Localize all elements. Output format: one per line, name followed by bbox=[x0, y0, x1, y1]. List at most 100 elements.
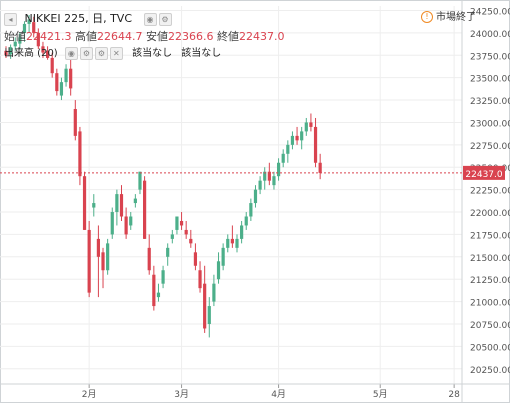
candle-body bbox=[27, 19, 31, 24]
candle-body bbox=[258, 180, 262, 190]
candle-body bbox=[300, 131, 304, 141]
close-icon[interactable]: ✕ bbox=[109, 46, 123, 60]
candle-body bbox=[295, 135, 299, 141]
candle-body bbox=[304, 122, 308, 132]
candle-body bbox=[110, 212, 114, 235]
y-tick-label: 21500.00 bbox=[470, 254, 510, 264]
candle-body bbox=[184, 229, 188, 235]
candle-body bbox=[101, 252, 105, 271]
open-value: 22421.3 bbox=[26, 30, 72, 43]
candle-body bbox=[78, 131, 82, 177]
candle-body bbox=[216, 261, 221, 280]
candle-body bbox=[82, 176, 87, 230]
price-tag-label: 22437.0 bbox=[465, 170, 502, 180]
settings-icon[interactable]: ⚙ bbox=[158, 12, 172, 26]
candle-body bbox=[179, 220, 184, 226]
candle-body bbox=[32, 22, 36, 33]
y-tick-label: 23250.00 bbox=[470, 97, 510, 107]
candle-body bbox=[221, 247, 225, 266]
volume-na-2: 該当なし bbox=[181, 48, 222, 59]
candle-body bbox=[281, 153, 285, 163]
candle-body bbox=[143, 180, 147, 239]
candle-body bbox=[55, 73, 59, 92]
volume-na-1: 該当なし bbox=[132, 48, 173, 59]
market-status-label: 市場終了 bbox=[436, 12, 476, 23]
low-value: 22366.6 bbox=[168, 30, 214, 43]
candle-body bbox=[115, 194, 119, 213]
clock-icon: ! bbox=[421, 11, 433, 23]
candle-body bbox=[73, 109, 77, 136]
y-tick-label: 23000.00 bbox=[470, 119, 510, 129]
candle-body bbox=[147, 247, 151, 271]
candle-body bbox=[170, 234, 174, 239]
candle-body bbox=[267, 171, 271, 181]
x-tick-label: 4月 bbox=[271, 389, 286, 400]
candle-body bbox=[193, 252, 198, 266]
candle-body bbox=[18, 37, 22, 44]
collapse-icon[interactable]: ◂ bbox=[4, 12, 17, 26]
candle-body bbox=[226, 238, 230, 248]
candle-body bbox=[230, 238, 234, 244]
x-tick-label: 28 bbox=[448, 390, 460, 400]
settings-icon[interactable]: ⚙ bbox=[94, 46, 108, 60]
high-label: 高値 bbox=[75, 30, 97, 43]
candle-body bbox=[124, 216, 128, 235]
candle-body bbox=[50, 57, 54, 74]
eye-icon[interactable]: ◉ bbox=[143, 12, 157, 26]
candle-body bbox=[87, 229, 91, 293]
y-tick-label: 21250.00 bbox=[470, 276, 510, 286]
candle-body bbox=[203, 283, 207, 329]
candle-body bbox=[4, 50, 8, 56]
candle-body bbox=[286, 144, 290, 154]
ohlc-line: 始値22421.3 高値22644.7 安値22366.6 終値22437.0 bbox=[4, 28, 285, 44]
candle-body bbox=[189, 238, 193, 244]
candle-body bbox=[249, 203, 253, 217]
candle-body bbox=[133, 198, 137, 204]
candle-body bbox=[138, 171, 142, 190]
candle-body bbox=[276, 162, 281, 177]
candle-body bbox=[156, 292, 161, 298]
y-tick-label: 22250.00 bbox=[470, 187, 510, 197]
candle-body bbox=[198, 270, 202, 289]
candle-body bbox=[313, 126, 318, 163]
candle-body bbox=[240, 225, 244, 239]
candle-body bbox=[106, 243, 110, 271]
y-tick-label: 22750.00 bbox=[470, 142, 510, 152]
y-tick-label: 24000.00 bbox=[470, 30, 510, 40]
candle-body bbox=[309, 122, 313, 127]
candle-body bbox=[64, 68, 68, 83]
symbol-line: ◂ NIKKEI 225, 日, TVC ◉ ⚙ bbox=[4, 10, 172, 26]
candle-body bbox=[235, 238, 239, 248]
x-tick-label: 2月 bbox=[82, 389, 97, 400]
candle-body bbox=[244, 216, 248, 226]
candle-body bbox=[69, 68, 73, 89]
market-status: ! 市場終了 bbox=[421, 8, 476, 23]
y-tick-label: 20500.00 bbox=[470, 343, 510, 353]
candle-body bbox=[96, 238, 100, 257]
settings-icon[interactable]: ⚙ bbox=[79, 46, 93, 60]
candle-body bbox=[41, 46, 45, 53]
candle-body bbox=[36, 32, 40, 47]
eye-icon[interactable]: ◉ bbox=[64, 46, 78, 60]
y-tick-label: 22000.00 bbox=[470, 209, 510, 219]
y-tick-label: 20750.00 bbox=[470, 321, 510, 331]
y-tick-label: 24250.00 bbox=[470, 7, 510, 17]
x-tick-label: 5月 bbox=[373, 389, 388, 400]
candle-body bbox=[166, 247, 170, 257]
y-tick-label: 21000.00 bbox=[470, 299, 510, 309]
symbol-title: NIKKEI 225, 日, TVC bbox=[24, 12, 133, 25]
candle-body bbox=[152, 274, 156, 307]
candle-body bbox=[129, 216, 133, 226]
candle-body bbox=[92, 203, 96, 208]
candle-body bbox=[9, 47, 13, 55]
y-tick-label: 23750.00 bbox=[470, 52, 510, 62]
candle-body bbox=[253, 189, 258, 204]
candle-body bbox=[175, 216, 179, 230]
candle-body bbox=[272, 176, 276, 186]
candle-body bbox=[161, 270, 165, 284]
y-tick-label: 20250.00 bbox=[470, 366, 510, 376]
candle-body bbox=[59, 82, 64, 96]
close-label: 終値 bbox=[217, 30, 239, 43]
